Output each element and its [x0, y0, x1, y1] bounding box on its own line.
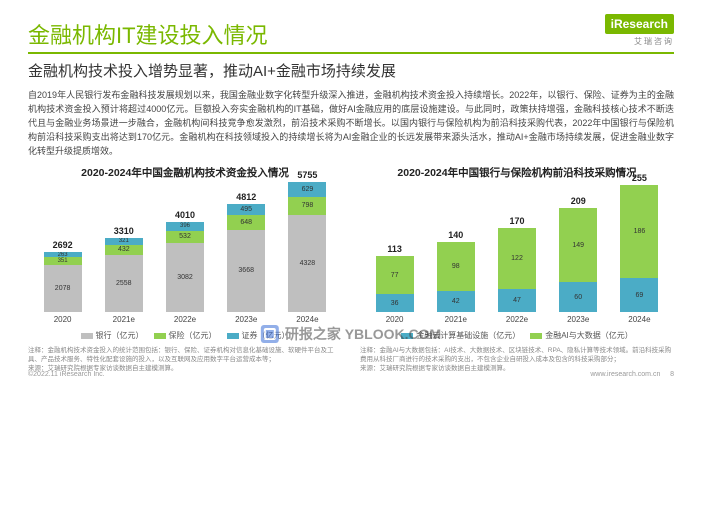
legend-swatch	[81, 333, 93, 339]
bar-segment: 495	[227, 204, 265, 215]
legend-item: 保险（亿元）	[154, 330, 217, 341]
bar-total-label: 2692	[32, 240, 93, 250]
legend-item: 金融AI与大数据（亿元）	[530, 330, 633, 341]
bar-segment: 3082	[166, 243, 204, 313]
legend-swatch	[530, 333, 542, 339]
footer-copyright: ©2022.11 iResearch Inc.	[28, 371, 105, 378]
bar-segment: 2078	[44, 265, 82, 312]
page-title: 金融机构IT建设投入情况	[28, 18, 674, 50]
category-label: 2021e	[113, 315, 135, 324]
watermark-icon	[261, 325, 279, 343]
bar-group: 14042982021e	[425, 242, 486, 324]
bar-segment: 532	[166, 231, 204, 243]
title-underline	[28, 52, 674, 54]
bar-segment: 432	[105, 245, 143, 255]
bar-total-label: 170	[486, 216, 547, 226]
category-label: 2022e	[174, 315, 196, 324]
bar-segment: 351	[44, 257, 82, 265]
bar-segment: 629	[288, 182, 326, 196]
bar-segment: 798	[288, 197, 326, 215]
bar-segment: 149	[559, 208, 597, 283]
logo-subtext: 艾瑞咨询	[605, 36, 674, 47]
chart-left-area: 269220783512632020 3310 2558432321 2021e 401…	[28, 184, 342, 324]
bar-group: 331025584323212021e	[93, 238, 154, 325]
watermark-text: 研报之家 YBLOOK.COM	[285, 324, 441, 344]
category-label: 2021e	[445, 315, 467, 324]
category-label: 2020	[54, 315, 72, 324]
bar-segment: 60	[559, 282, 597, 312]
chart-right-area: 11336772020 140 4298 2021e 170 47122 2022e 209 6…	[360, 184, 674, 324]
bar-total-label: 255	[609, 173, 670, 183]
bar-segment: 396	[166, 222, 204, 231]
bar-total-label: 5755	[277, 170, 338, 180]
legend-item: 银行（亿元）	[81, 330, 144, 341]
brand-logo: iResearch 艾瑞咨询	[605, 14, 674, 47]
bar-total-label: 113	[364, 244, 425, 254]
bar-segment: 36	[376, 294, 414, 312]
logo-box: iResearch	[605, 14, 674, 34]
bar-segment: 122	[498, 228, 536, 289]
chart-right-title: 2020-2024年中国银行与保险机构前沿科技采购情况	[397, 167, 636, 181]
chart-left-title: 2020-2024年中国金融机构技术资金投入情况	[81, 167, 289, 181]
bar-total-label: 3310	[93, 226, 154, 236]
bar-group: 209601492023e	[548, 208, 609, 325]
legend-label: 金融AI与大数据（亿元）	[545, 330, 633, 341]
bar-group: 401030825323962022e	[154, 222, 215, 325]
bar-segment: 42	[437, 291, 475, 312]
bar-total-label: 4812	[216, 192, 277, 202]
watermark: 研报之家 YBLOOK.COM	[261, 324, 441, 344]
legend-label: 保险（亿元）	[169, 330, 217, 341]
page-footer: ©2022.11 iResearch Inc. www.iresearch.co…	[28, 371, 674, 378]
footer-page: 8	[670, 371, 674, 378]
bar-group: 575543287986292024e	[277, 182, 338, 324]
bar-group: 269220783512632020	[32, 252, 93, 325]
bar-segment: 4328	[288, 215, 326, 313]
footer-site: www.iresearch.com.cn	[590, 371, 660, 378]
bar-group: 11336772020	[364, 256, 425, 325]
category-label: 2022e	[506, 315, 528, 324]
category-label: 2023e	[567, 315, 589, 324]
chart-left-legend: 银行（亿元）保险（亿元）证券（亿元）	[81, 330, 290, 341]
bar-segment: 69	[620, 278, 658, 313]
bar-group: 255691862024e	[609, 185, 670, 325]
page-subtitle: 金融机构技术投入增势显著，推动AI+金融市场持续发展	[28, 60, 674, 81]
legend-swatch	[154, 333, 166, 339]
bar-group: 481236686484952023e	[216, 204, 277, 325]
bar-segment: 77	[376, 256, 414, 295]
bar-total-label: 4010	[154, 210, 215, 220]
bar-segment: 3668	[227, 230, 265, 313]
body-paragraph: 自2019年人民银行发布金融科技发展规划以来，我国金融业数字化转型升级深入推进，…	[28, 89, 674, 159]
legend-label: 银行（亿元）	[96, 330, 144, 341]
legend-swatch	[227, 333, 239, 339]
bar-segment: 321	[105, 238, 143, 245]
category-label: 2024e	[628, 315, 650, 324]
bar-segment: 98	[437, 242, 475, 291]
bar-segment: 2558	[105, 255, 143, 313]
bar-total-label: 209	[548, 196, 609, 206]
bar-total-label: 140	[425, 230, 486, 240]
bar-segment: 648	[227, 215, 265, 230]
bar-group: 170471222022e	[486, 228, 547, 325]
bar-segment: 186	[620, 185, 658, 278]
bar-segment: 47	[498, 289, 536, 313]
category-label: 2023e	[235, 315, 257, 324]
